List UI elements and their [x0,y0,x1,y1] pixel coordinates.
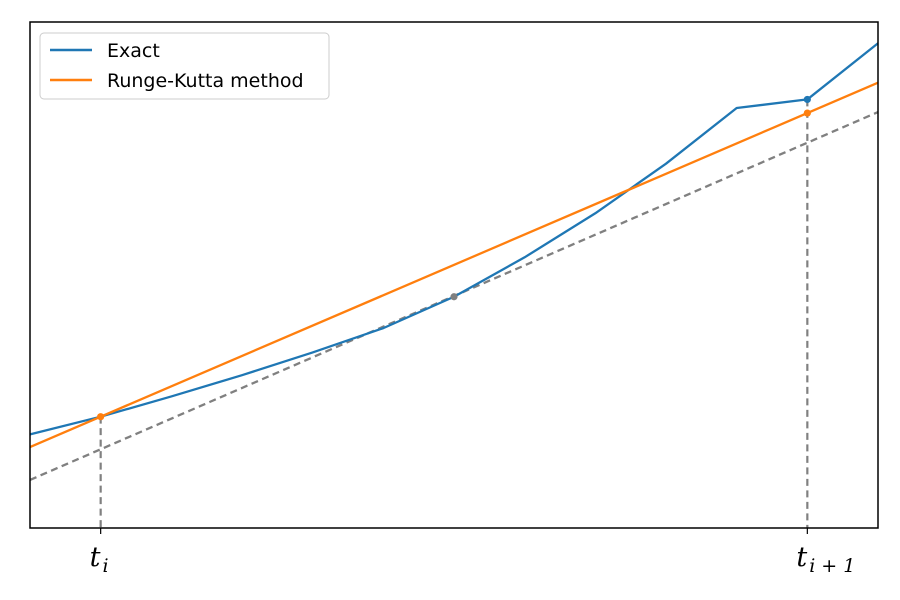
data-point-marker-2 [803,95,811,104]
data-point-marker-1 [450,293,458,301]
plot-background [30,22,878,528]
points-layer [97,95,811,421]
series-line-runge-kutta-method [29,81,879,449]
legend-box [39,32,330,100]
data-point-marker-3 [803,109,811,117]
legend-label-runge-kutta: Runge-Kutta method [107,70,304,92]
legend-label-exact: Exact [107,40,160,62]
plot-frame [29,21,879,529]
data-point-marker-0 [97,413,105,421]
legend: Exact Runge-Kutta method [39,32,330,100]
